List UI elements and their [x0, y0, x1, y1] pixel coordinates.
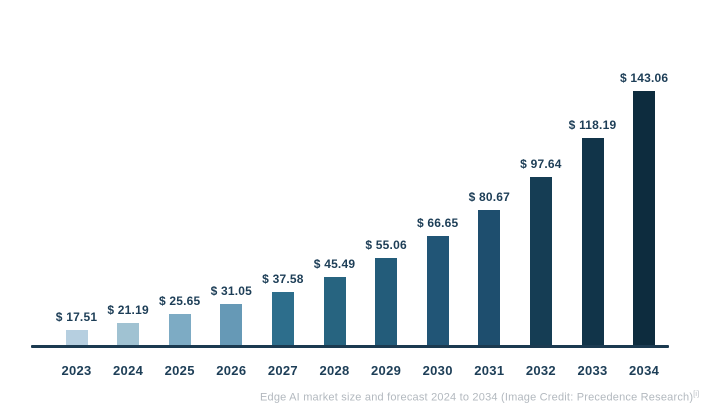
bar-value-label: $ 55.06 — [365, 238, 407, 252]
bar — [633, 91, 656, 345]
bar-value-label: $ 37.58 — [262, 272, 304, 286]
bar-value-label: $ 45.49 — [313, 257, 356, 271]
bar — [168, 314, 191, 345]
chart-caption-text: Edge AI market size and forecast 2024 to… — [260, 391, 694, 404]
x-axis-tick-label: 2029 — [371, 363, 402, 378]
x-axis-line — [31, 345, 669, 348]
x-axis-tick-label: 2025 — [164, 363, 195, 378]
x-axis-tick-label: 2023 — [61, 363, 92, 378]
bar — [271, 292, 294, 345]
x-axis-tick-label: 2027 — [267, 363, 298, 378]
chart-caption: Edge AI market size and forecast 2024 to… — [260, 391, 699, 404]
bar — [375, 258, 398, 345]
bar — [426, 236, 449, 345]
x-axis-tick-label: 2030 — [422, 363, 453, 378]
x-axis-tick-label: 2031 — [474, 363, 505, 378]
x-axis-tick-label: 2034 — [629, 363, 660, 378]
bar-value-label: $ 80.67 — [468, 190, 511, 204]
bar-value-label: $ 66.65 — [416, 216, 459, 230]
x-axis-tick-label: 2026 — [216, 363, 247, 378]
x-axis-tick-label: 2033 — [577, 363, 608, 378]
bar — [581, 138, 604, 345]
bar-value-label: $ 17.51 — [55, 310, 98, 324]
x-axis-tick-label: 2024 — [113, 363, 144, 378]
bar-value-label: $ 118.19 — [568, 118, 617, 132]
bar — [117, 323, 140, 345]
bar — [529, 177, 552, 345]
bar — [323, 277, 346, 345]
bar-value-label: $ 143.06 — [619, 71, 669, 85]
x-axis-tick-label: 2032 — [525, 363, 556, 378]
x-axis-tick-label: 2028 — [319, 363, 350, 378]
bar-value-label: $ 25.65 — [158, 294, 201, 308]
bar-value-label: $ 21.19 — [107, 303, 149, 317]
bar — [220, 304, 243, 345]
chart-caption-superscript: [i] — [693, 391, 700, 398]
bar-value-label: $ 31.05 — [210, 284, 253, 298]
bar-value-label: $ 97.64 — [520, 157, 562, 171]
bar — [478, 210, 501, 345]
bar — [65, 330, 88, 345]
